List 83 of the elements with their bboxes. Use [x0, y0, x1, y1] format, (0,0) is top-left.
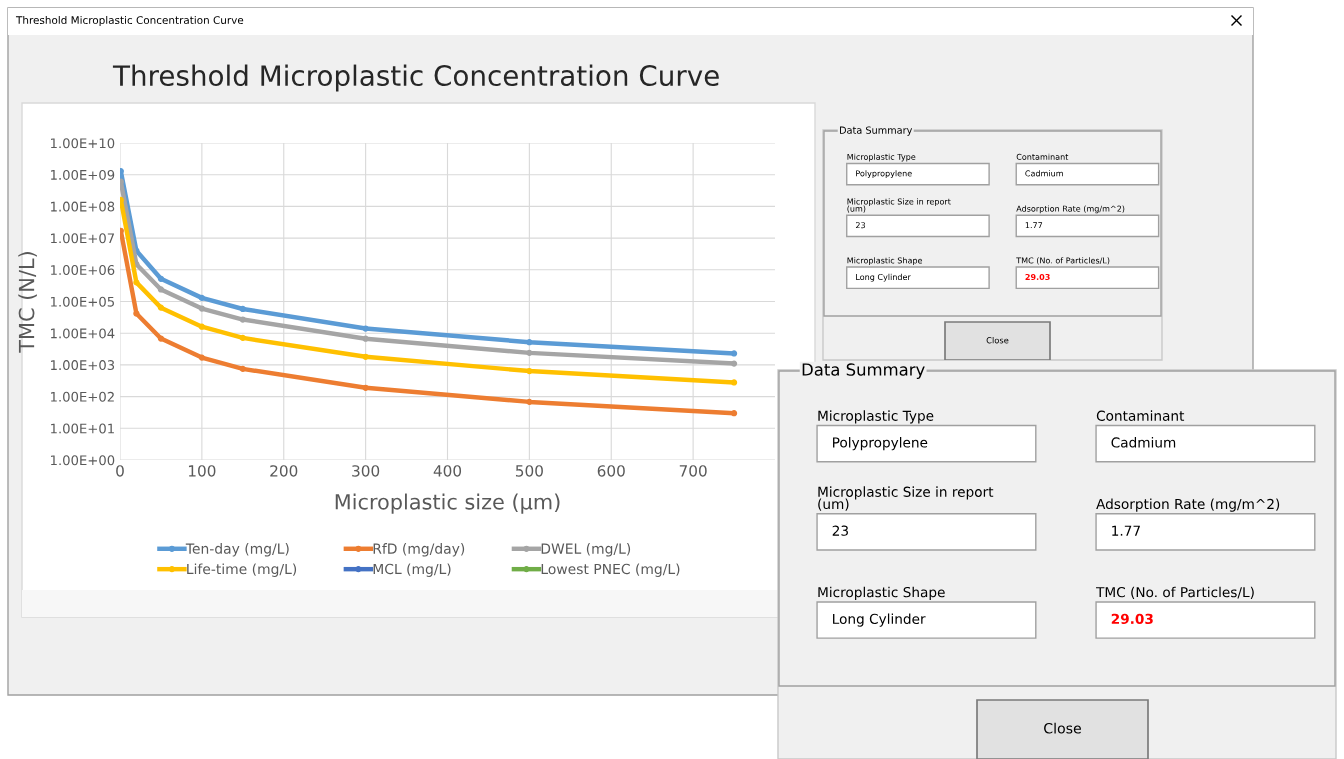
y-tick-label: 1.00E+01	[51, 423, 114, 434]
x-tick-label: 200	[270, 465, 298, 477]
text: 29.03	[1111, 613, 1153, 625]
text: Cadmium	[1111, 437, 1176, 448]
point	[730, 379, 738, 386]
point	[362, 384, 369, 391]
x-tick-label: 500	[515, 465, 543, 477]
text: Microplastic Shape	[818, 586, 945, 600]
y-tick-label: 1.00E+09	[51, 169, 115, 180]
x-axis-title: Microplastic size (µm)	[335, 493, 560, 514]
text: 23	[855, 222, 865, 229]
text: 1.77	[1112, 525, 1140, 536]
x-tick-label: 600	[597, 465, 625, 477]
text: Long Cylinder	[856, 273, 911, 282]
point	[157, 275, 165, 282]
text: Microplastic Size in report (um)	[818, 486, 994, 511]
point	[526, 339, 533, 346]
y-tick-label: 1.00E+02	[51, 391, 114, 402]
text: Polypropylene	[856, 170, 912, 178]
legend-label: Life-time (mg/L)	[187, 563, 297, 577]
point	[198, 305, 206, 312]
text: Microplastic Type	[818, 410, 934, 424]
legend-label: RfD (mg/day)	[373, 543, 465, 557]
point	[526, 349, 533, 356]
point	[239, 316, 246, 323]
point	[362, 335, 369, 342]
legend-label: Ten-day (mg/L)	[185, 543, 289, 557]
text: Adsorption Rate (mg/m^2)	[1016, 205, 1125, 214]
y-tick-label: 1.00E+06	[51, 265, 115, 275]
point	[526, 398, 533, 406]
legend-label: Lowest PNEC (mg/L)	[541, 563, 680, 577]
text: Adsorption Rate (mg/m^2)	[1096, 498, 1280, 512]
point	[133, 279, 140, 286]
text: Data Summary	[802, 363, 925, 379]
point	[198, 323, 206, 330]
text: Cadmium	[1025, 170, 1063, 177]
point	[157, 304, 165, 311]
text: Close	[986, 336, 1009, 344]
text: Contaminant	[1096, 410, 1185, 421]
point	[198, 294, 206, 302]
legend-label: DWEL (mg/L)	[541, 543, 631, 557]
point	[362, 353, 369, 360]
point	[730, 350, 738, 357]
text: Microplastic Size in report (um)	[847, 198, 951, 213]
x-tick-label: 100	[188, 465, 216, 477]
point	[730, 410, 738, 417]
chart-title: Threshold Microplastic Concentration Curve	[112, 64, 719, 92]
legend-label: MCL (mg/L)	[373, 563, 451, 577]
x-tick-label: 400	[433, 465, 462, 477]
text: Long Cylinder	[833, 613, 926, 627]
text: Microplastic Shape	[847, 257, 923, 266]
text: Microplastic Type	[847, 153, 916, 162]
text: Contaminant	[1016, 153, 1069, 160]
text: Close	[1044, 722, 1081, 734]
text: Threshold Microplastic Concentration Curve	[15, 15, 244, 27]
y-tick-label: 1.00E+03	[51, 360, 115, 371]
point	[157, 335, 165, 342]
point	[133, 310, 140, 317]
point	[362, 325, 369, 332]
y-tick-label: 1.00E+00	[51, 455, 115, 466]
text: TMC (No. of Particles/L)	[1096, 586, 1254, 599]
y-tick-label: 1.00E+07	[51, 233, 115, 244]
text: TMC (No. of Particles/L)	[1016, 257, 1110, 265]
y-tick-label: 1.00E+08	[51, 201, 115, 212]
text: 23	[832, 525, 848, 536]
point	[239, 334, 246, 342]
y-tick-label: 1.00E+04	[51, 328, 115, 339]
point	[239, 365, 246, 372]
text: Data Summary	[840, 126, 913, 136]
x-tick-label: 300	[352, 465, 380, 477]
y-tick-label: 1.00E+10	[51, 138, 115, 149]
y-tick-label: 1.00E+05	[51, 296, 114, 307]
text: 29.03	[1025, 273, 1050, 281]
x-tick-label: 0	[116, 465, 124, 477]
text: Polypropylene	[833, 437, 928, 451]
point	[157, 286, 165, 293]
point	[730, 360, 738, 367]
text: 1.77	[1025, 222, 1043, 229]
x-tick-label: 700	[679, 465, 707, 477]
point	[239, 305, 246, 313]
y-axis-title: TMC (N/L)	[18, 252, 37, 353]
point	[198, 354, 206, 361]
point	[526, 367, 533, 375]
